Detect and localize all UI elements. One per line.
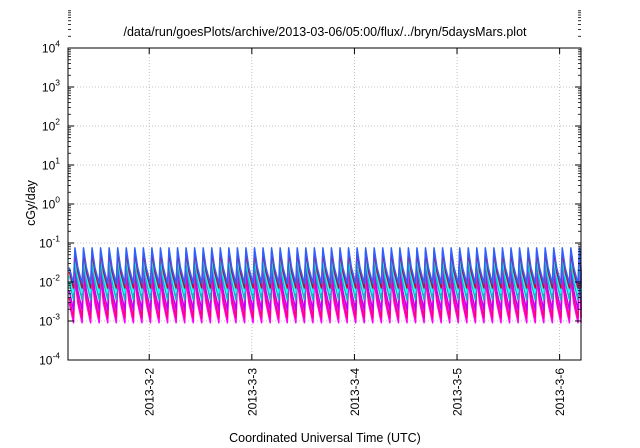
series-line: [68, 247, 582, 285]
x-axis-label: Coordinated Universal Time (UTC): [229, 431, 421, 445]
y-axis-label: cGy/day: [24, 179, 38, 226]
y-tick-label: 102: [42, 117, 60, 134]
x-tick-label: 2013-3-6: [553, 368, 567, 416]
y-tick-base: 10: [39, 237, 53, 251]
series-line: [68, 260, 582, 301]
y-tick-base: 10: [42, 198, 56, 212]
y-tick-base: 10: [42, 120, 56, 134]
y-tick-exponent: 2: [55, 117, 60, 127]
y-tick-label: 100: [42, 195, 60, 212]
plot-frame: [67, 47, 582, 361]
x-tick-label: 2013-3-3: [245, 368, 259, 416]
y-tick-base: 10: [42, 42, 56, 56]
y-tick-exponent: 4: [55, 39, 60, 49]
y-tick-exponent: 1: [55, 156, 60, 166]
y-tick-exponent: -4: [52, 351, 60, 361]
y-tick-base: 10: [42, 159, 56, 173]
grid: [68, 48, 581, 360]
chart-title: /data/run/goesPlots/archive/2013-03-06/0…: [123, 25, 527, 39]
y-tick-exponent: 0: [55, 195, 60, 205]
y-tick-exponent: -1: [52, 234, 60, 244]
y-tick-label: 103: [42, 78, 60, 95]
x-tick-label: 2013-3-5: [451, 368, 465, 416]
series-line: [68, 266, 582, 311]
y-tick-exponent: 3: [55, 78, 60, 88]
y-tick-label: 10-2: [39, 273, 60, 290]
y-tick-exponent: -3: [52, 312, 60, 322]
y-tick-base: 10: [39, 315, 53, 329]
y-tick-label: 10-1: [39, 234, 60, 251]
y-tick-label: 10-3: [39, 312, 60, 329]
series-line: [68, 255, 582, 293]
x-tick-label: 2013-3-4: [348, 368, 362, 416]
y-tick-base: 10: [39, 276, 53, 290]
y-tick-label: 101: [42, 156, 60, 173]
y-tick-base: 10: [42, 81, 56, 95]
y-tick-base: 10: [39, 354, 53, 368]
series-line: [68, 250, 582, 289]
series-group: [68, 247, 582, 324]
y-tick-label: 104: [42, 39, 60, 56]
y-tick-exponent: -2: [52, 273, 60, 283]
y-tick-label: 10-4: [39, 351, 60, 368]
series-line: [68, 278, 582, 324]
x-tick-label: 2013-3-2: [143, 368, 157, 416]
series-line: [68, 272, 582, 319]
